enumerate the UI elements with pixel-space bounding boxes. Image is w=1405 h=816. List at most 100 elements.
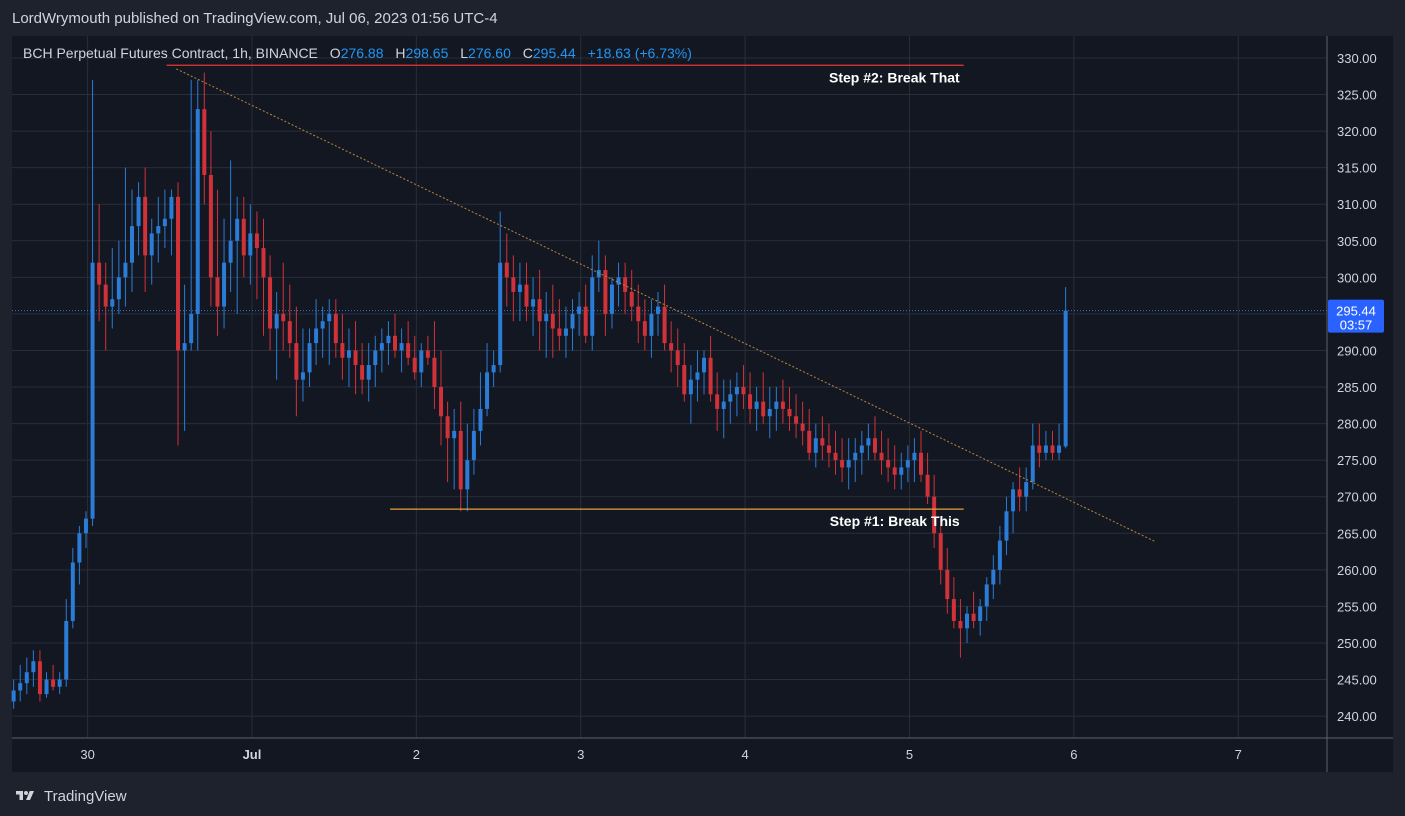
candle-body bbox=[208, 174, 213, 278]
footer-brand[interactable]: TradingView bbox=[12, 786, 127, 806]
candle-body bbox=[708, 357, 713, 395]
candle-body bbox=[741, 387, 746, 395]
candle-body bbox=[412, 357, 417, 373]
candle-body bbox=[419, 350, 424, 373]
candle-body bbox=[333, 313, 338, 344]
candle-body bbox=[636, 306, 641, 322]
publisher-text: LordWrymouth published on TradingView.co… bbox=[12, 10, 498, 27]
candle-body bbox=[918, 452, 923, 475]
candle-body bbox=[879, 452, 884, 461]
x-tick-label: 5 bbox=[906, 747, 913, 762]
y-tick-label: 265.00 bbox=[1337, 526, 1377, 541]
candle-body bbox=[189, 313, 194, 344]
candle-body bbox=[465, 460, 470, 490]
candle-body bbox=[761, 401, 766, 417]
candle-body bbox=[300, 372, 305, 380]
candle-body bbox=[603, 270, 608, 314]
chart-frame[interactable] bbox=[12, 36, 1393, 772]
candle-body bbox=[892, 467, 897, 475]
candle-body bbox=[51, 679, 56, 687]
candle-body bbox=[596, 270, 601, 278]
candle-body bbox=[110, 299, 115, 307]
candle-body bbox=[314, 328, 319, 344]
footer-brand-text: TradingView bbox=[44, 787, 127, 805]
y-tick-label: 250.00 bbox=[1337, 636, 1377, 651]
candle-body bbox=[1004, 511, 1009, 541]
candle-body bbox=[439, 387, 444, 417]
candle-body bbox=[103, 284, 108, 307]
candle-body bbox=[517, 284, 522, 292]
candle-body bbox=[537, 299, 542, 322]
candle-body bbox=[156, 226, 161, 234]
candle-body bbox=[826, 445, 831, 453]
candle-body bbox=[997, 540, 1002, 570]
trendline[interactable] bbox=[176, 68, 1157, 543]
support-annotation-label: Step #1: Break This bbox=[830, 513, 960, 529]
candle-body bbox=[261, 248, 266, 278]
candle-body bbox=[557, 328, 562, 336]
candle-body bbox=[491, 365, 496, 373]
candle-body bbox=[570, 313, 575, 329]
candle-body bbox=[123, 262, 128, 278]
candle-body bbox=[149, 233, 154, 256]
x-tick-label: Jul bbox=[243, 747, 262, 762]
candle-body bbox=[228, 240, 233, 263]
candle-body bbox=[392, 335, 397, 351]
candle-body bbox=[932, 496, 937, 534]
candle-body bbox=[169, 196, 174, 219]
candle-body bbox=[307, 343, 312, 373]
candle-body bbox=[254, 233, 259, 249]
candle-body bbox=[346, 350, 351, 358]
candle-body bbox=[294, 343, 299, 380]
candle-body bbox=[18, 683, 23, 691]
candle-body bbox=[583, 306, 588, 336]
candle-body bbox=[965, 613, 970, 629]
change-value: +18.63 (+6.73%) bbox=[587, 45, 692, 61]
candle-body bbox=[90, 262, 95, 519]
candle-body bbox=[938, 533, 943, 570]
candle-body bbox=[327, 313, 332, 322]
candle-body bbox=[616, 277, 621, 285]
candle-body bbox=[176, 196, 181, 351]
candle-body bbox=[767, 408, 772, 417]
candle-body bbox=[662, 306, 667, 344]
candle-body bbox=[287, 321, 292, 344]
close-value: 295.44 bbox=[532, 45, 576, 61]
symbol-title: BCH Perpetual Futures Contract, 1h, BINA… bbox=[23, 45, 318, 61]
candle-body bbox=[202, 109, 207, 175]
candle-body bbox=[563, 328, 568, 336]
candle-body bbox=[846, 460, 851, 468]
candle-body bbox=[629, 291, 634, 307]
candle-body bbox=[590, 277, 595, 336]
candle-body bbox=[623, 277, 628, 292]
ohlc-legend: BCH Perpetual Futures Contract, 1h, BINA… bbox=[23, 45, 692, 61]
candle-body bbox=[44, 679, 49, 695]
x-tick-label: 4 bbox=[741, 747, 748, 762]
candle-body bbox=[458, 430, 463, 490]
open-label: O bbox=[329, 45, 341, 61]
candle-body bbox=[1063, 310, 1068, 447]
candle-body bbox=[11, 690, 16, 702]
candle-body bbox=[31, 661, 36, 673]
candle-body bbox=[642, 321, 647, 336]
candle-body bbox=[899, 467, 904, 475]
candle-body bbox=[945, 569, 950, 600]
candle-body bbox=[780, 401, 785, 409]
candle-body bbox=[951, 599, 956, 621]
y-tick-label: 300.00 bbox=[1337, 270, 1377, 285]
candle-body bbox=[70, 562, 75, 621]
candle-body bbox=[478, 408, 483, 431]
y-tick-label: 280.00 bbox=[1337, 417, 1377, 432]
candle-body bbox=[432, 357, 437, 387]
candle-body bbox=[268, 277, 273, 329]
y-tick-label: 315.00 bbox=[1337, 161, 1377, 176]
candle-body bbox=[728, 394, 733, 402]
candle-body bbox=[1011, 489, 1016, 512]
candle-body bbox=[748, 394, 753, 409]
y-tick-label: 260.00 bbox=[1337, 563, 1377, 578]
candle-body bbox=[609, 284, 614, 314]
y-tick-label: 275.00 bbox=[1337, 453, 1377, 468]
candle-body bbox=[682, 365, 687, 395]
candle-body bbox=[958, 621, 963, 629]
